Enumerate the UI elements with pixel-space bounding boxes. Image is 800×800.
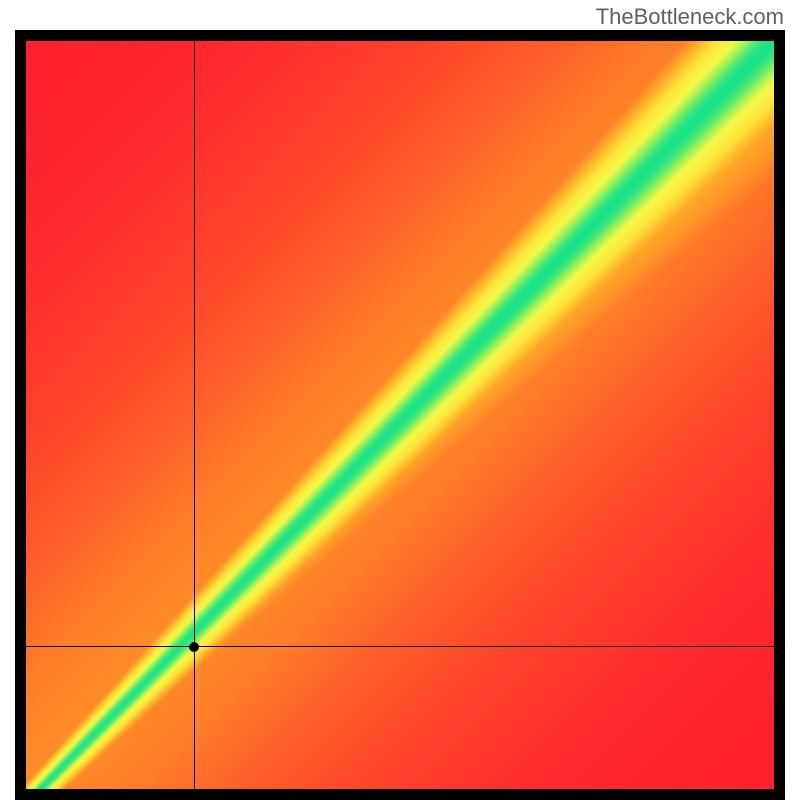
crosshair-vertical: [194, 41, 195, 789]
crosshair-horizontal: [26, 646, 774, 647]
crosshair-marker: [189, 642, 199, 652]
heatmap-canvas: [26, 41, 774, 789]
plot-area: [15, 30, 785, 800]
watermark-text: TheBottleneck.com: [596, 4, 784, 30]
chart-container: TheBottleneck.com: [0, 0, 800, 800]
